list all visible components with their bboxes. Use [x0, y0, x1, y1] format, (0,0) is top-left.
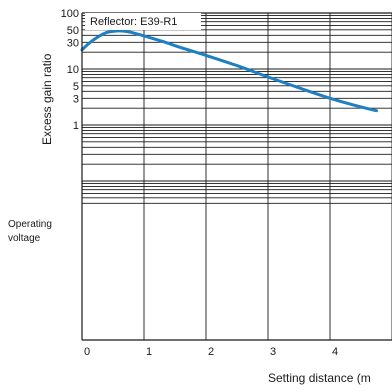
y-tick-label-0: 100	[61, 8, 79, 20]
y-tick-label-6: 1	[73, 120, 79, 132]
x-tick-label-2: 2	[208, 346, 214, 358]
x-tick-label-3: 3	[270, 346, 276, 358]
operating-voltage-label-line1: Operating	[8, 219, 52, 230]
y-tick-label-4: 5	[73, 81, 79, 93]
legend-text: Reflector: E39-R1	[90, 16, 177, 28]
x-axis-title: Setting distance (m	[268, 371, 371, 385]
y-tick-label-3: 10	[67, 64, 79, 76]
x-tick-label-4: 4	[332, 346, 338, 358]
legend-background	[85, 13, 201, 30]
x-tick-label-0: 0	[84, 346, 90, 358]
x-tick-label-1: 1	[146, 346, 152, 358]
y-tick-label-5: 3	[73, 93, 79, 105]
series-line-0	[80, 29, 378, 113]
frame-layer	[81, 12, 392, 341]
y-tick-label-1: 50	[67, 25, 79, 37]
grid-layer	[81, 12, 392, 340]
y-axis-title: Excess gain ratio	[40, 53, 54, 145]
y-tick-label-2: 30	[67, 37, 79, 49]
legend-box: Reflector: E39-R1	[85, 13, 201, 30]
operating-voltage-label-line2: voltage	[8, 233, 41, 244]
curve-layer	[80, 29, 378, 113]
label-layer: 100503010531012345	[61, 8, 338, 358]
